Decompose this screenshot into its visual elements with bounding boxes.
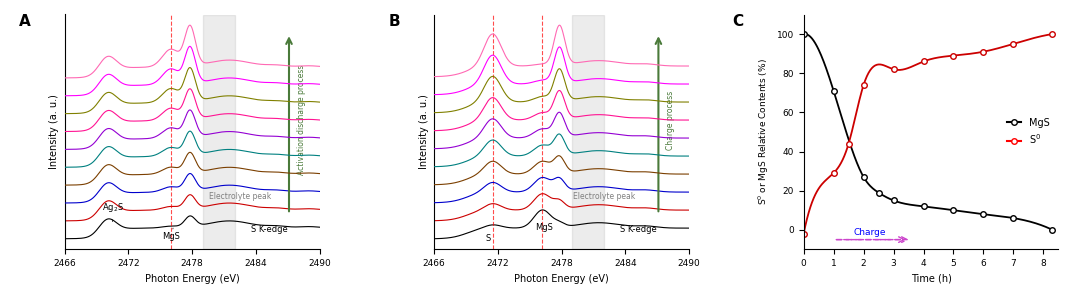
Text: C: C: [732, 14, 743, 30]
Legend: MgS, S$^0$: MgS, S$^0$: [1002, 114, 1053, 150]
Text: Ag$_2$S: Ag$_2$S: [102, 201, 124, 222]
Text: Charge: Charge: [853, 228, 886, 237]
Text: MgS: MgS: [162, 228, 180, 241]
Text: Electrolyte peak: Electrolyte peak: [208, 193, 271, 202]
X-axis label: Photon Energy (eV): Photon Energy (eV): [145, 274, 240, 284]
X-axis label: Photon Energy (eV): Photon Energy (eV): [514, 274, 609, 284]
Text: S K-edge: S K-edge: [620, 225, 657, 234]
Y-axis label: Intensity (a. u.): Intensity (a. u.): [419, 95, 429, 169]
Text: S: S: [485, 234, 490, 243]
Bar: [572, 14, 604, 249]
X-axis label: Time (h): Time (h): [910, 274, 951, 284]
Text: Electrolyte peak: Electrolyte peak: [572, 192, 635, 201]
Text: A: A: [19, 14, 30, 30]
Text: Activation discharge process: Activation discharge process: [297, 65, 306, 175]
Y-axis label: Intensity (a. u.): Intensity (a. u.): [50, 95, 59, 169]
Text: S K-edge: S K-edge: [251, 225, 287, 234]
Text: MgS: MgS: [535, 223, 553, 232]
Bar: [203, 14, 234, 249]
Text: Charge process: Charge process: [666, 90, 675, 150]
Text: B: B: [389, 14, 400, 30]
Y-axis label: S$^0$ or MgS Relative Contents (%): S$^0$ or MgS Relative Contents (%): [757, 59, 771, 205]
